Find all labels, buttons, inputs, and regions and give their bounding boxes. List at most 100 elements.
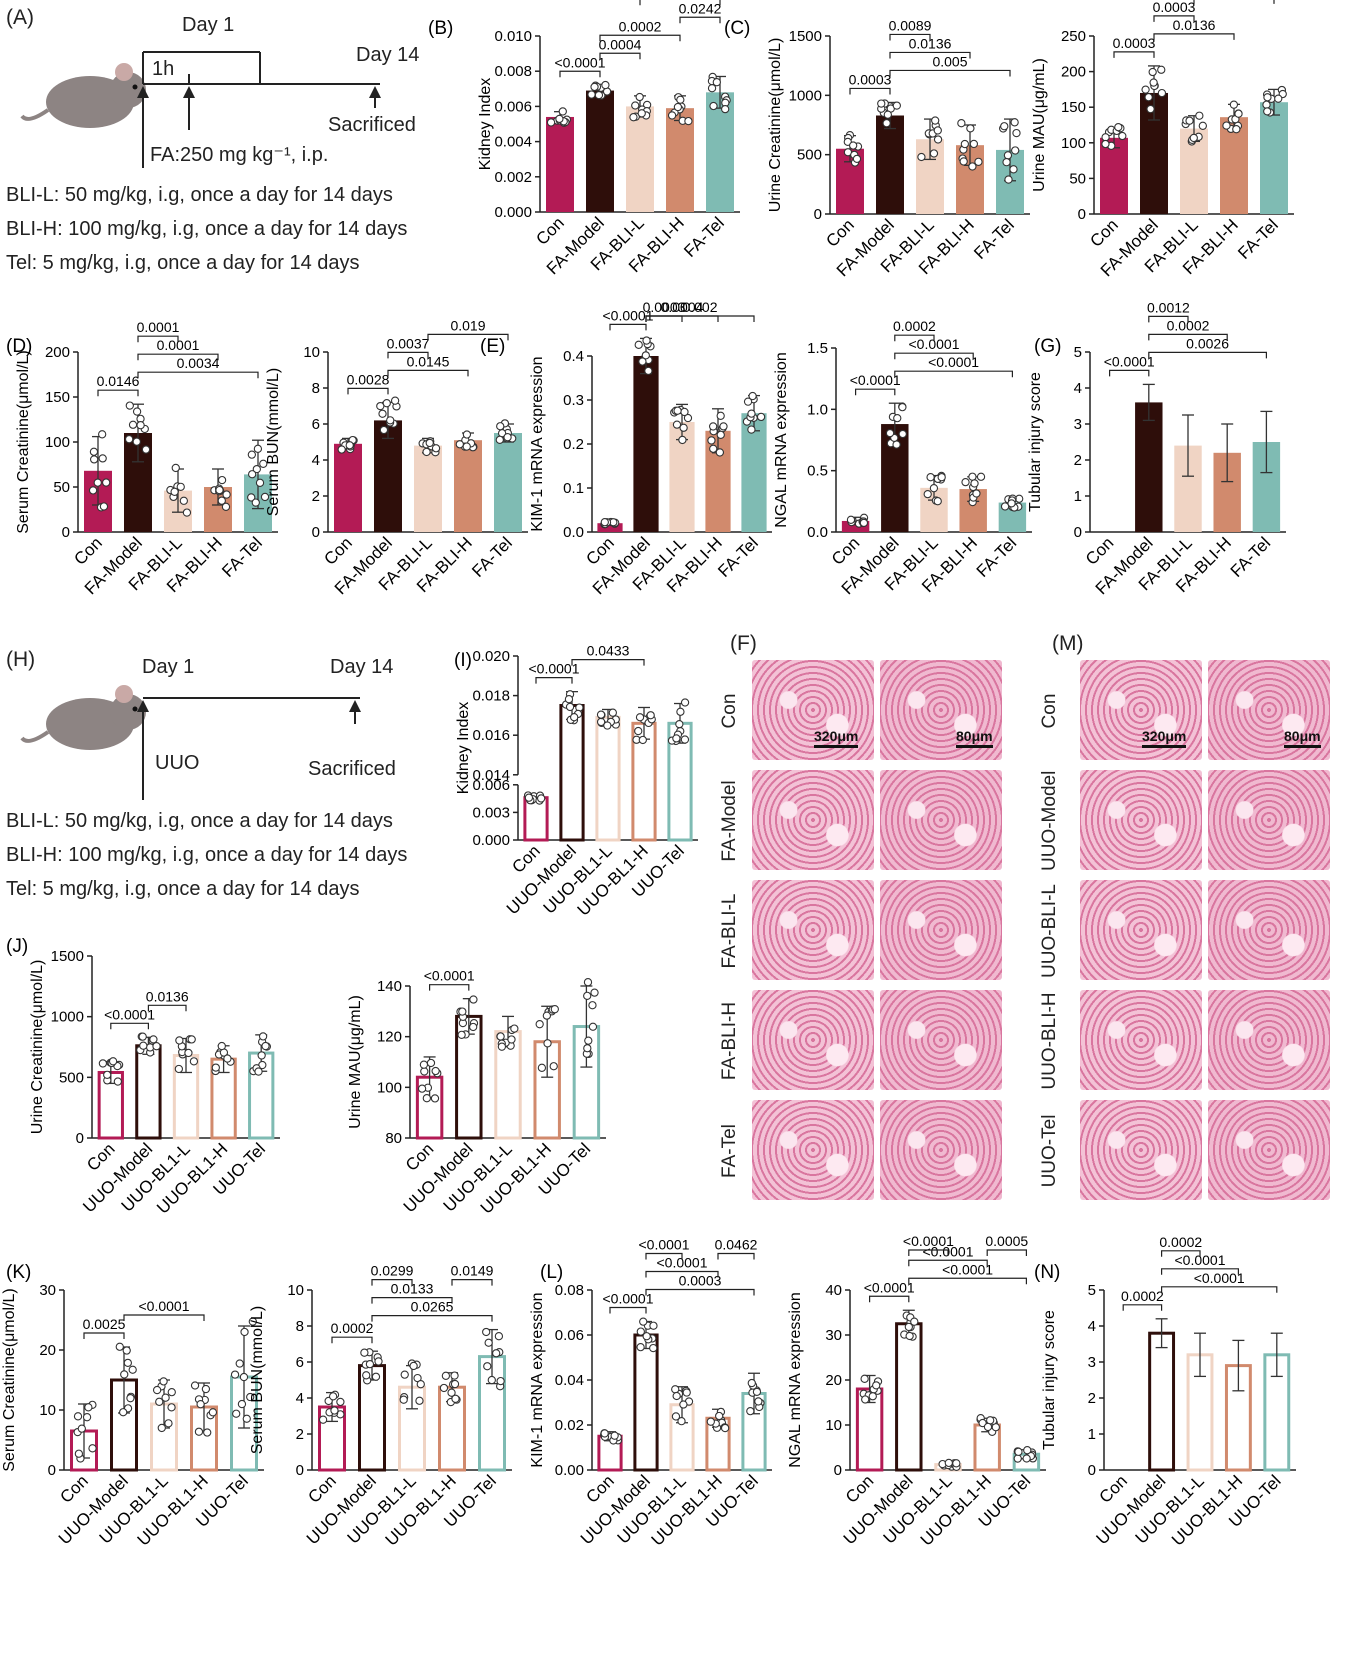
x-tick-label: FA-Tel: [714, 533, 762, 581]
data-point: [102, 478, 111, 487]
bar: [135, 1044, 162, 1140]
data-point: [877, 99, 886, 108]
data-point: [1004, 175, 1013, 184]
panel-f-histology: (F) Con 320μm 80μm FA-Model FA-BLI-L FA-BLI-H…: [719, 632, 1024, 1606]
data-point: [1141, 85, 1150, 94]
y-tick-label: 20: [39, 1342, 56, 1359]
y-tick-label: 200: [1061, 64, 1086, 81]
p-value-label: 0.0002: [1121, 1288, 1164, 1304]
p-value-label: <0.0001: [139, 1298, 190, 1314]
panel-letter: (B): [428, 18, 453, 39]
data-point: [590, 82, 599, 92]
data-point: [746, 1406, 755, 1416]
y-tick-label: 1.0: [807, 401, 828, 418]
panel-letter: (E): [480, 336, 505, 357]
bar: [523, 796, 549, 842]
data-point: [251, 498, 260, 507]
chart-c1: 0 500 1000 1500 Urine Creatinine(μmol/L) (C) C…: [724, 17, 1030, 280]
significance-bracket: [908, 1249, 949, 1256]
data-point: [754, 1397, 763, 1406]
data-point: [549, 1062, 558, 1071]
data-point: [495, 435, 504, 445]
data-point: [447, 1388, 456, 1397]
bar: [334, 443, 362, 532]
significance-bracket: [429, 984, 470, 991]
y-tick-label: 0.004: [494, 134, 532, 151]
x-tick-label: Con: [532, 213, 567, 248]
chart-b: 0.000 0.002 0.004 0.006 0.008 0.010 Kidney Ind…: [428, 0, 740, 278]
histology-row-label: UUO-BLI-L: [1039, 884, 1060, 978]
significance-bracket: [83, 1332, 125, 1339]
data-point: [451, 1394, 460, 1403]
p-value-label: 0.0002: [619, 18, 662, 34]
bar: [626, 106, 654, 212]
bar: [494, 433, 522, 532]
y-tick-label: 100: [1061, 135, 1086, 152]
y-tick-label: 200: [45, 344, 70, 361]
data-point: [430, 1094, 440, 1103]
data-point: [330, 1406, 339, 1415]
p-value-label: 0.005: [932, 53, 967, 69]
data-point: [933, 126, 942, 135]
panel-letter: (G): [1034, 336, 1061, 357]
y-tick-label: 0.1: [563, 480, 584, 497]
y-tick-label: 0: [1074, 524, 1082, 541]
data-point: [952, 1459, 961, 1468]
y-tick-label: 0.2: [563, 436, 584, 453]
panel-letter: (D): [6, 336, 32, 357]
data-point: [217, 496, 226, 505]
y-tick-label: 1500: [51, 948, 84, 965]
data-point: [450, 1379, 460, 1389]
p-value-label: <0.0001: [864, 1279, 915, 1295]
data-point: [707, 84, 717, 93]
bar: [741, 413, 767, 532]
data-point: [629, 113, 638, 122]
data-point: [113, 1077, 123, 1086]
p-value-label: 0.0133: [391, 1281, 434, 1297]
data-point: [957, 119, 966, 128]
data-point: [126, 1394, 135, 1403]
significance-bracket: [371, 1315, 493, 1322]
histology-image: [1080, 990, 1202, 1090]
y-tick-label: 0: [814, 206, 822, 223]
data-point: [167, 1403, 176, 1412]
histology-image: [880, 880, 1002, 980]
data-point: [680, 698, 690, 707]
data-point: [709, 444, 718, 453]
data-point: [721, 104, 730, 114]
data-point: [497, 1042, 507, 1051]
data-point: [933, 497, 942, 506]
data-point: [682, 1388, 691, 1397]
p-value-label: <0.0001: [850, 372, 901, 388]
data-point: [600, 1429, 609, 1438]
data-point: [872, 1381, 881, 1390]
histology-row-label: UUO-Tel: [1039, 1114, 1060, 1188]
data-point: [892, 101, 901, 110]
panel-h-line-3: Tel: 5 mg/kg, i.g, once a day for 14 day…: [6, 878, 360, 900]
data-point: [152, 1042, 161, 1051]
data-point: [1101, 133, 1110, 142]
significance-bracket: [1161, 1286, 1278, 1293]
significance-bracket: [123, 1314, 205, 1321]
histology-image: [1080, 770, 1202, 870]
p-value-label: 0.0149: [451, 1263, 494, 1279]
y-tick-label: 0: [48, 1462, 56, 1479]
data-point: [362, 1371, 371, 1380]
data-point: [1189, 133, 1198, 143]
data-point: [441, 1371, 451, 1380]
histology-image: [1208, 990, 1330, 1090]
significance-bracket: [347, 387, 389, 395]
data-point: [258, 1032, 268, 1041]
y-tick-label: 10: [303, 344, 320, 361]
data-point: [318, 1415, 328, 1424]
significance-bracket: [1148, 315, 1189, 323]
data-point: [431, 444, 441, 453]
x-tick-label: FA-Tel: [1234, 215, 1282, 263]
y-tick-label: 0.020: [472, 648, 510, 665]
y-tick-label: 6: [312, 416, 320, 433]
data-point: [1185, 116, 1194, 125]
p-value-label: <0.0001: [603, 307, 654, 323]
data-point: [416, 1380, 425, 1389]
data-point: [82, 1413, 92, 1422]
